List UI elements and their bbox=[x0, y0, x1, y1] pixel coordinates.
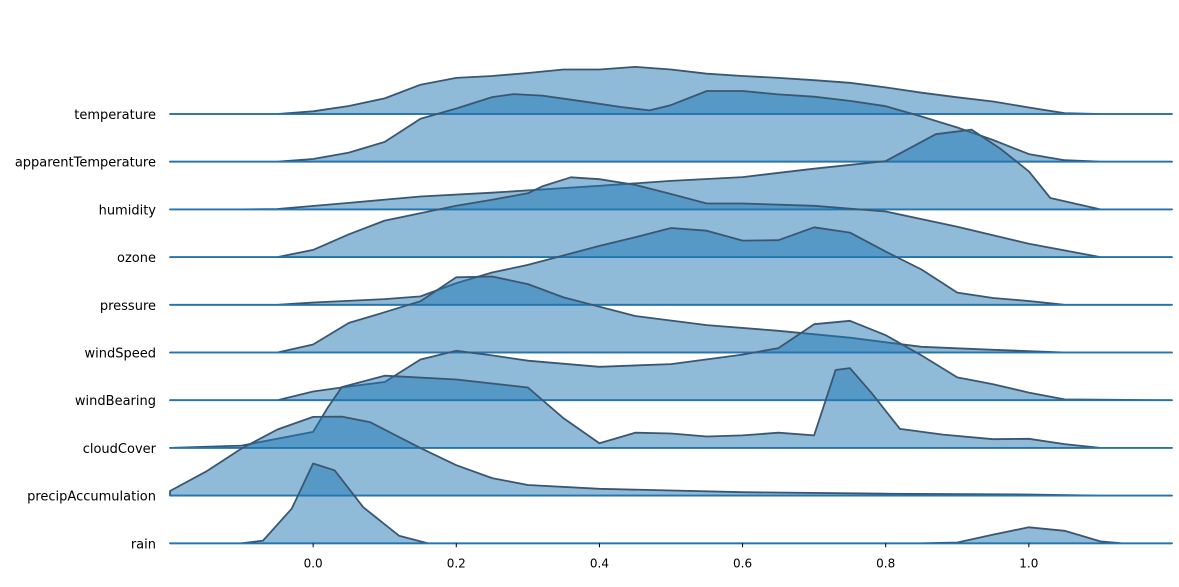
row-label-pressure: pressure bbox=[100, 299, 156, 314]
row-label-temperature: temperature bbox=[74, 108, 156, 123]
x-tick-label: 0.2 bbox=[447, 556, 466, 570]
ridge-rain bbox=[169, 462, 1173, 545]
ridge-ozone bbox=[169, 176, 1173, 258]
ridge-cloudCover bbox=[169, 367, 1173, 449]
x-tick-label: 0.4 bbox=[590, 556, 609, 570]
x-tick-label: 0.8 bbox=[876, 556, 895, 570]
ridge-temperature bbox=[169, 66, 1173, 115]
row-label-humidity: humidity bbox=[99, 203, 157, 218]
ridge-humidity bbox=[169, 128, 1173, 211]
x-tick-label: 1.0 bbox=[1019, 556, 1038, 570]
ridge-precipAccumulation bbox=[169, 415, 1173, 497]
x-axis: 0.0 0.2 0.4 0.6 0.8 1.0 bbox=[304, 543, 1038, 570]
row-label-rain: rain bbox=[131, 537, 156, 552]
x-tick-label: 0.6 bbox=[733, 556, 752, 570]
row-label-precipAccumulation: precipAccumulation bbox=[27, 490, 156, 505]
row-label-apparentTemperature: apparentTemperature bbox=[15, 156, 156, 171]
row-label-cloudCover: cloudCover bbox=[83, 442, 157, 457]
row-label-ozone: ozone bbox=[117, 251, 156, 266]
x-tick-label: 0.0 bbox=[304, 556, 323, 570]
row-label-windBearing: windBearing bbox=[75, 394, 156, 409]
row-label-windSpeed: windSpeed bbox=[85, 347, 157, 362]
ridge-pressure bbox=[169, 226, 1173, 306]
ridges-layer bbox=[169, 66, 1173, 545]
row-labels-layer: temperature apparentTemperature humidity oz… bbox=[15, 108, 157, 552]
ridge-windSpeed bbox=[169, 275, 1173, 354]
